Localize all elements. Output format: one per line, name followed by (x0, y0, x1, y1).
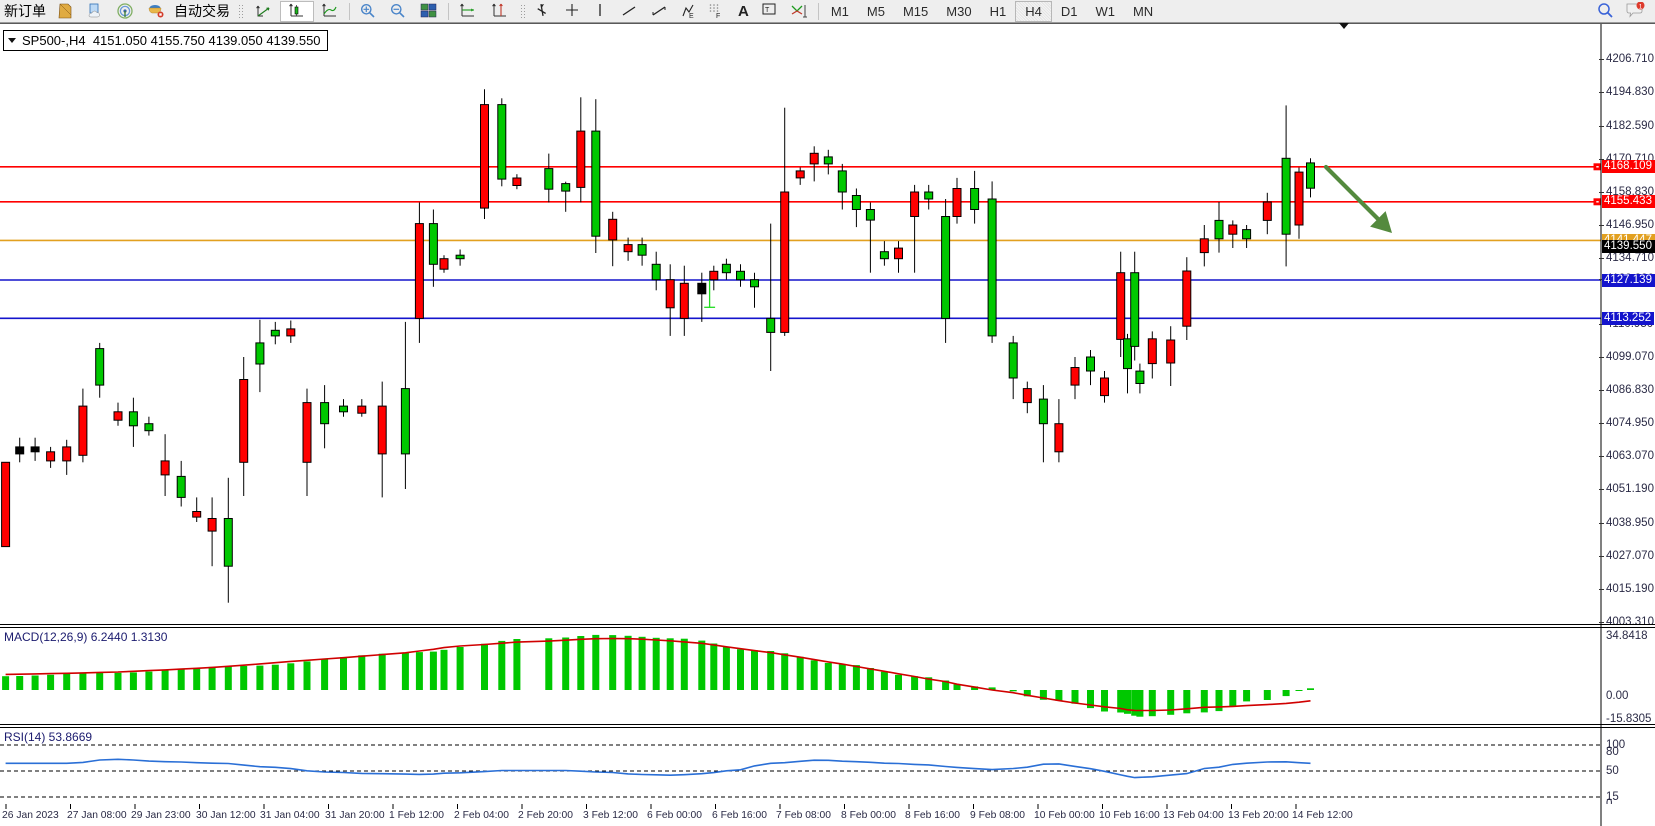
svg-text:E: E (689, 13, 694, 20)
svg-text:1: 1 (1639, 3, 1643, 10)
svg-text:T: T (765, 7, 770, 14)
svg-text:F: F (716, 13, 720, 20)
